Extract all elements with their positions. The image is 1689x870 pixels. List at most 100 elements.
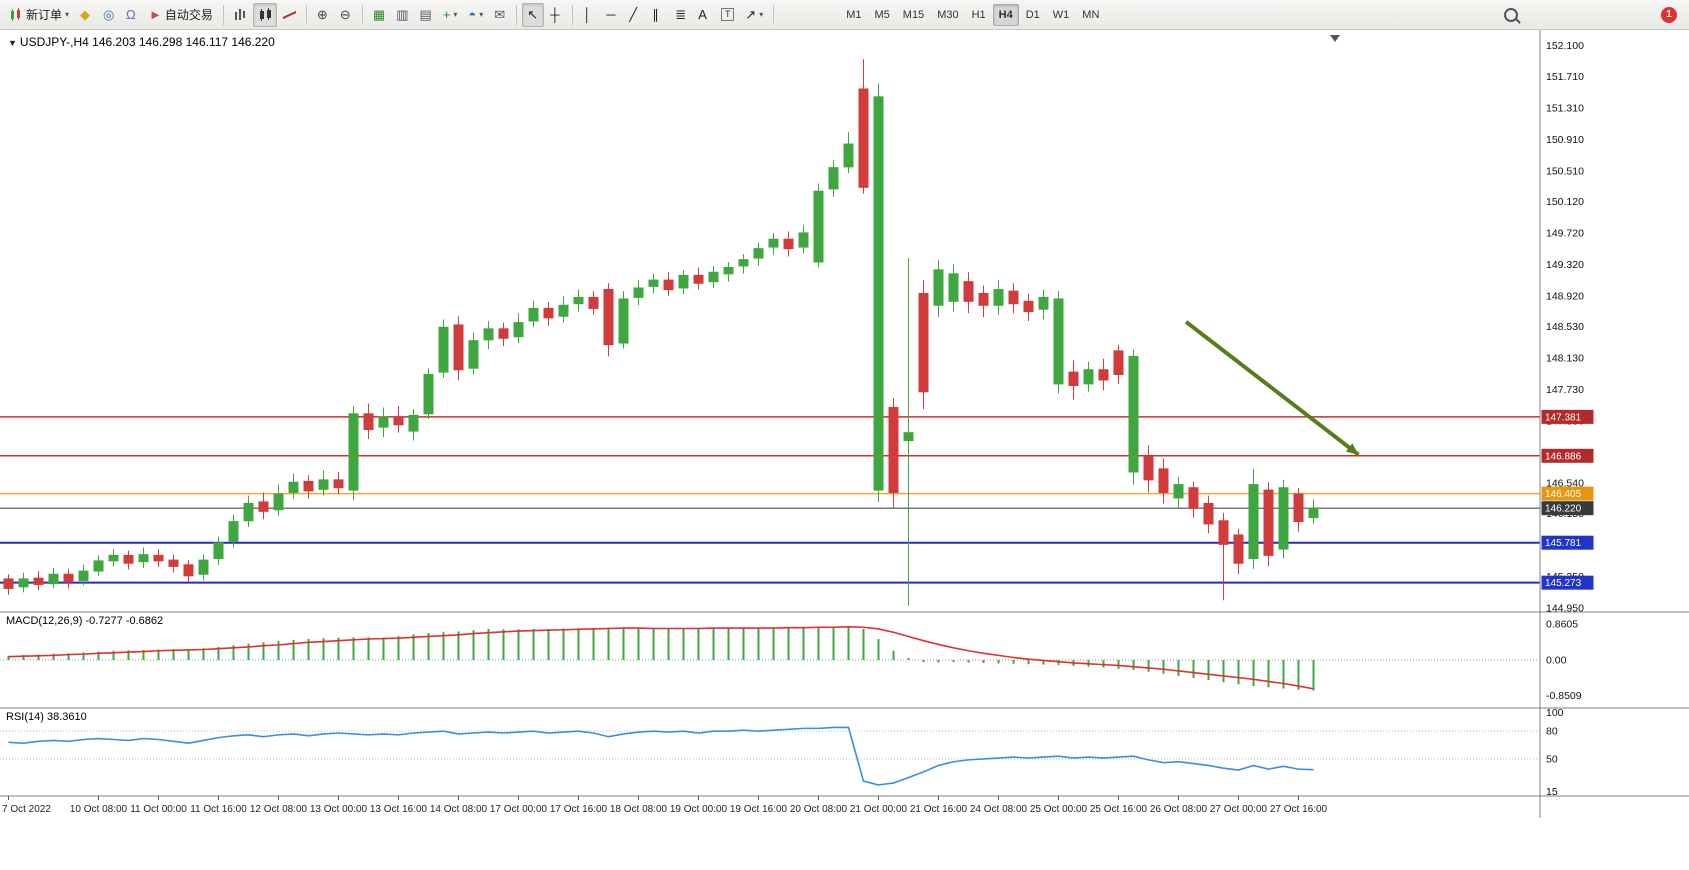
autotrading-button[interactable]: ► 自动交易 [144, 3, 218, 27]
svg-text:20 Oct 08:00: 20 Oct 08:00 [790, 804, 848, 815]
zoom-out-icon: ⊖ [339, 7, 351, 22]
chart-canvas[interactable]: 152.100 151.710 151.310 150.910 150.510 150.1… [0, 30, 1689, 870]
timeframe-group: M1 M5 M15 M30 H1 H4 D1 W1 MN [840, 3, 1105, 26]
toolbar-separator [572, 4, 574, 25]
text-label-icon [721, 8, 735, 21]
data-window-icon: ✉ [494, 7, 506, 22]
new-chart-button[interactable]: + ▾ [438, 3, 463, 27]
timeframe-d1-button[interactable]: D1 [1020, 4, 1046, 26]
timeframe-m5-button[interactable]: M5 [869, 4, 896, 26]
price-badges: 147.381 146.886 146.405 146.220 145.781 145.2… [1541, 409, 1594, 590]
svg-text:148.130: 148.130 [1546, 352, 1584, 364]
toolbar-right: 1 [1499, 3, 1685, 27]
text-label-button[interactable] [716, 3, 739, 27]
timeframe-m15-button[interactable]: M15 [897, 4, 930, 26]
search-icon [1504, 7, 1518, 22]
price-pane[interactable] [0, 35, 1540, 606]
svg-text:152.100: 152.100 [1546, 40, 1584, 52]
cursor-button[interactable]: ↖ [522, 2, 545, 27]
profiles-button[interactable]: ◓ ▾ [463, 3, 488, 27]
svg-text:151.310: 151.310 [1546, 102, 1584, 114]
vertical-line-icon: │ [583, 7, 592, 22]
cascade-windows-button[interactable]: ▤ [415, 3, 437, 27]
toolbar-separator [516, 4, 518, 25]
trend-arrow-annotation[interactable] [1184, 320, 1360, 457]
pane-separators [0, 30, 1689, 818]
timeframe-h1-button[interactable]: H1 [966, 4, 992, 26]
horizontal-line-button[interactable]: ─ [601, 3, 623, 27]
timeframe-m1-button[interactable]: M1 [840, 4, 867, 26]
svg-text:-0.8509: -0.8509 [1546, 690, 1582, 702]
arrange-windows-button[interactable]: ▥ [391, 3, 413, 27]
svg-text:150.120: 150.120 [1546, 196, 1584, 208]
bar-chart-button[interactable] [229, 3, 252, 27]
search-button[interactable] [1499, 3, 1523, 27]
svg-text:14 Oct 08:00: 14 Oct 08:00 [430, 804, 488, 815]
timeframe-h4-button[interactable]: H4 [992, 3, 1019, 26]
line-chart-icon [283, 8, 296, 21]
tile-windows-button[interactable]: ▦ [368, 3, 390, 27]
svg-text:0.8605: 0.8605 [1546, 618, 1578, 630]
svg-text:151.710: 151.710 [1546, 71, 1584, 83]
svg-text:7 Oct 2022: 7 Oct 2022 [2, 804, 51, 815]
macd-pane[interactable]: 0.8605 0.00 -0.8509 [0, 618, 1582, 702]
toolbar-separator [222, 4, 224, 25]
shapes-button[interactable]: ↗ ▾ [740, 3, 768, 27]
toolbar-buttons: 新订单▾◆◎Ω►自动交易⊕⊖▦▥▤+▾◓▾✉↖┼│─╱∥≣A↗▾ [4, 2, 778, 27]
line-chart-button[interactable] [278, 3, 301, 27]
new-order-button-label: 新订单 [26, 8, 63, 22]
data-window-button[interactable]: ✉ [489, 3, 511, 27]
svg-text:147.381: 147.381 [1545, 412, 1582, 423]
zoom-in-button[interactable]: ⊕ [312, 3, 334, 27]
trendline-button[interactable]: ╱ [624, 3, 646, 27]
one-click-trading-icon[interactable]: ▼ [8, 38, 17, 48]
svg-text:147.730: 147.730 [1546, 384, 1584, 396]
svg-text:24 Oct 08:00: 24 Oct 08:00 [970, 804, 1028, 815]
channel-button[interactable]: ∥ [647, 3, 669, 27]
market-watch-button[interactable]: ◎ [98, 3, 120, 27]
svg-text:150.910: 150.910 [1546, 134, 1584, 146]
timeframe-m30-button[interactable]: M30 [931, 4, 964, 26]
new-chart-icon: + [442, 7, 451, 22]
metaeditor-button[interactable]: ◆ [75, 3, 97, 27]
svg-text:13 Oct 00:00: 13 Oct 00:00 [310, 804, 368, 815]
svg-text:146.886: 146.886 [1545, 451, 1582, 462]
candle-chart-button[interactable] [252, 2, 277, 27]
vertical-line-button[interactable]: │ [578, 3, 600, 27]
svg-text:148.530: 148.530 [1546, 321, 1584, 333]
chart-shift-marker[interactable] [1330, 35, 1340, 42]
caret-down-icon: ▾ [759, 10, 764, 19]
arrange-windows-icon: ▥ [396, 7, 409, 22]
svg-text:149.720: 149.720 [1546, 227, 1584, 239]
market-watch-icon: ◎ [103, 7, 115, 22]
svg-text:148.920: 148.920 [1546, 290, 1584, 302]
toolbar-separator [361, 4, 363, 25]
svg-text:19 Oct 00:00: 19 Oct 00:00 [670, 804, 728, 815]
timeframe-w1-button[interactable]: W1 [1047, 4, 1076, 26]
horizontal-lines-layer[interactable] [0, 416, 1540, 584]
alerts-icon: Ω [126, 7, 136, 22]
svg-text:17 Oct 00:00: 17 Oct 00:00 [490, 804, 548, 815]
notification-badge[interactable]: 1 [1661, 6, 1677, 23]
text-button[interactable]: A [693, 3, 715, 27]
crosshair-button[interactable]: ┼ [545, 3, 567, 27]
alerts-button[interactable]: Ω [121, 3, 143, 27]
zoom-out-button[interactable]: ⊖ [335, 3, 357, 27]
timeframe-mn-button[interactable]: MN [1076, 4, 1105, 26]
svg-text:17 Oct 16:00: 17 Oct 16:00 [550, 804, 608, 815]
toolbar-separator [305, 4, 307, 25]
svg-text:19 Oct 16:00: 19 Oct 16:00 [730, 804, 788, 815]
date-axis[interactable]: 7 Oct 2022 10 Oct 08:00 11 Oct 00:00 11 Oct… [2, 796, 1328, 815]
new-order-button[interactable]: 新订单 ▾ [4, 3, 74, 27]
svg-text:27 Oct 16:00: 27 Oct 16:00 [1270, 804, 1328, 815]
svg-text:146.540: 146.540 [1546, 478, 1584, 490]
caret-down-icon: ▾ [453, 10, 458, 19]
svg-text:10 Oct 08:00: 10 Oct 08:00 [70, 804, 128, 815]
price-axis[interactable]: 152.100 151.710 151.310 150.910 150.510 150.1… [1546, 40, 1584, 614]
svg-text:25 Oct 16:00: 25 Oct 16:00 [1090, 804, 1148, 815]
chart-window[interactable]: 152.100 151.710 151.310 150.910 150.510 150.1… [0, 30, 1689, 870]
fibonacci-button[interactable]: ≣ [670, 3, 692, 27]
rsi-pane[interactable]: 100 80 50 15 [0, 707, 1564, 798]
svg-text:145.273: 145.273 [1545, 578, 1582, 589]
svg-text:80: 80 [1546, 726, 1558, 738]
